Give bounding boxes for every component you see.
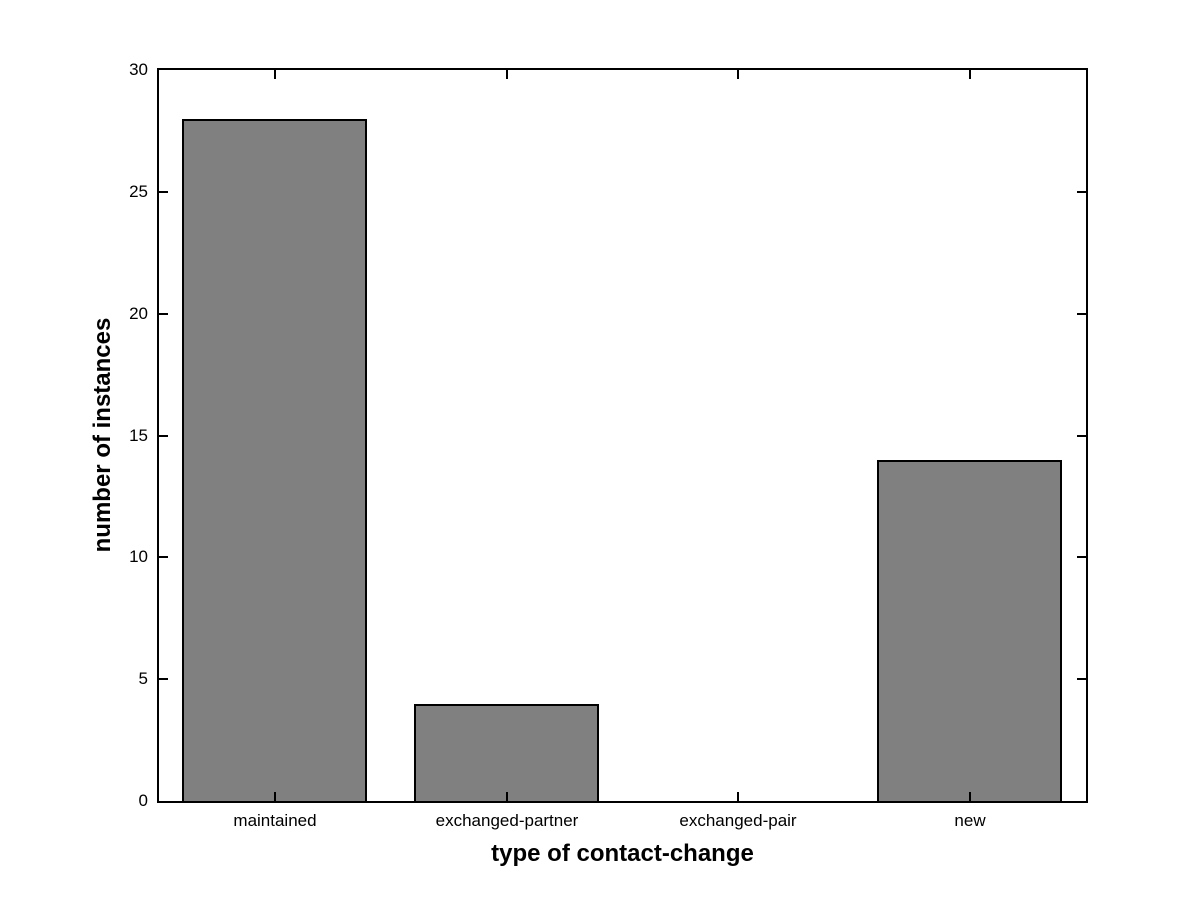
y-tick-left bbox=[159, 313, 168, 315]
y-tick-right bbox=[1077, 435, 1086, 437]
y-tick-right bbox=[1077, 556, 1086, 558]
x-tick-label: exchanged-partner bbox=[435, 811, 579, 830]
plot-area bbox=[157, 68, 1088, 803]
y-tick-left bbox=[159, 435, 168, 437]
y-tick-right bbox=[1077, 191, 1086, 193]
x-tick-top bbox=[969, 70, 971, 79]
x-axis-label: type of contact-change bbox=[491, 840, 754, 867]
bar-new bbox=[877, 460, 1062, 801]
bar-maintained bbox=[182, 119, 367, 801]
x-tick-bottom bbox=[737, 792, 739, 801]
x-tick-bottom bbox=[506, 792, 508, 801]
x-tick-top bbox=[737, 70, 739, 79]
y-tick-label: 30 bbox=[129, 60, 148, 79]
y-tick-right bbox=[1077, 313, 1086, 315]
x-tick-top bbox=[274, 70, 276, 79]
x-tick-bottom bbox=[274, 792, 276, 801]
y-tick-label: 10 bbox=[129, 547, 148, 566]
x-tick-label: exchanged-pair bbox=[679, 811, 797, 830]
y-tick-label: 15 bbox=[129, 426, 148, 445]
x-tick-top bbox=[506, 70, 508, 79]
y-tick-left bbox=[159, 678, 168, 680]
y-tick-right bbox=[1077, 678, 1086, 680]
y-tick-left bbox=[159, 556, 168, 558]
y-tick-label: 0 bbox=[138, 791, 148, 810]
y-tick-label: 25 bbox=[129, 182, 148, 201]
y-tick-label: 5 bbox=[138, 669, 148, 688]
x-tick-bottom bbox=[969, 792, 971, 801]
y-tick-left bbox=[159, 191, 168, 193]
x-tick-label: new bbox=[954, 811, 986, 830]
bar-exchanged-partner bbox=[414, 704, 599, 801]
x-tick-label: maintained bbox=[233, 811, 317, 830]
y-tick-label: 20 bbox=[129, 304, 148, 323]
